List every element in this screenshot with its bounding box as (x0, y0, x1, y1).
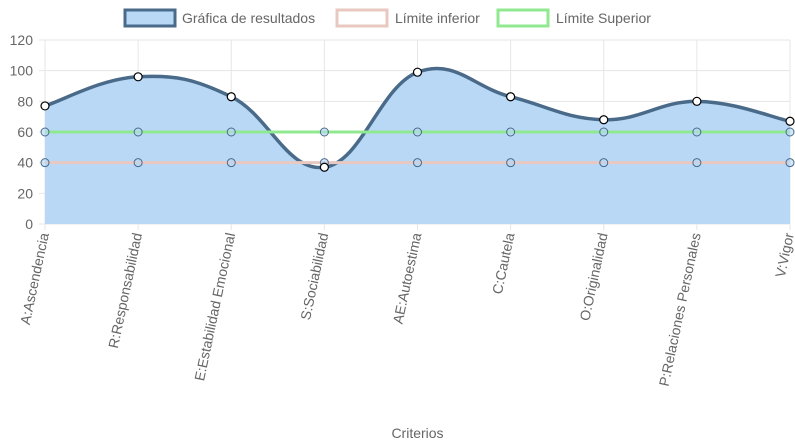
y-tick-label-5: 100 (10, 63, 34, 79)
legend-label-0[interactable]: Gráfica de resultados (182, 10, 315, 26)
y-tick-label-2: 40 (17, 155, 33, 171)
legend: Gráfica de resultados Límite inferior Lími… (123, 8, 651, 28)
x-tick-label-7: P:Relaciones Personales (656, 231, 704, 387)
y-tick-label-6: 120 (10, 32, 34, 48)
legend-label-2[interactable]: Límite Superior (556, 10, 651, 26)
y-tick-label-0: 0 (25, 216, 33, 232)
series-1-point-2[interactable] (226, 158, 236, 168)
x-tick-label-8: V:Vigor (772, 231, 795, 279)
series-0-point-8[interactable] (785, 116, 795, 126)
series-1-point-1[interactable] (133, 158, 143, 168)
x-tick-label-6: O:Originalidad (576, 231, 610, 322)
series-0-point-4[interactable] (412, 67, 423, 77)
series-0-point-3[interactable] (319, 162, 329, 172)
y-tick-label-4: 80 (17, 93, 33, 109)
x-axis-ticks: A:Ascendencia R:Responsabilidad E:Estabili… (17, 231, 795, 388)
series-2-point-3[interactable] (319, 127, 329, 137)
series-1-point-6[interactable] (599, 158, 609, 168)
y-axis-ticks: 0 20 40 60 80 100 120 (10, 32, 34, 232)
legend-swatch-1[interactable] (335, 8, 389, 28)
series-0-area (45, 68, 790, 224)
x-tick-label-5: C:Cautela (489, 231, 518, 295)
series-1-point-7[interactable] (692, 158, 702, 168)
x-axis-title: Criterios (391, 425, 443, 441)
series-2-point-2[interactable] (226, 127, 236, 137)
series-2-point-7[interactable] (692, 127, 702, 137)
series-1-point-8[interactable] (785, 158, 795, 168)
x-tick-label-3: S:Sociabilidad (297, 231, 331, 321)
x-tick-label-4: AE:Autoestima (390, 231, 425, 325)
series-0-point-5[interactable] (506, 92, 516, 102)
series-1-point-5[interactable] (506, 158, 516, 168)
series-2-points (40, 127, 795, 137)
series-0-point-0[interactable] (40, 101, 50, 111)
series-1-point-4[interactable] (413, 158, 422, 168)
series-2-point-0[interactable] (40, 127, 50, 137)
legend-swatch-0[interactable] (123, 8, 177, 28)
x-tick-label-0: A:Ascendencia (17, 231, 52, 326)
series-0-point-1[interactable] (133, 72, 143, 82)
legend-label-1[interactable]: Límite inferior (395, 10, 480, 26)
series-0-line (44, 66, 791, 170)
series-2-point-5[interactable] (506, 127, 516, 137)
series-2-point-1[interactable] (133, 127, 143, 137)
y-tick-label-1: 20 (17, 185, 33, 201)
x-tick-label-2: E:Estabilidad Emocional (191, 231, 238, 382)
series-0 (44, 66, 791, 224)
series-layer (40, 66, 795, 224)
series-2-point-8[interactable] (785, 127, 795, 137)
series-0-point-2[interactable] (226, 92, 236, 102)
x-tick-label-1: R:Responsabilidad (105, 231, 145, 349)
series-1-points (40, 158, 795, 168)
series-0-point-6[interactable] (599, 115, 609, 125)
series-1-point-0[interactable] (40, 158, 50, 168)
legend-swatch-2[interactable] (496, 8, 550, 28)
series-0-points (40, 67, 795, 172)
y-tick-label-3: 60 (17, 124, 33, 140)
series-2-point-6[interactable] (599, 127, 609, 137)
series-0-point-7[interactable] (692, 96, 702, 106)
series-2-point-4[interactable] (413, 127, 422, 137)
